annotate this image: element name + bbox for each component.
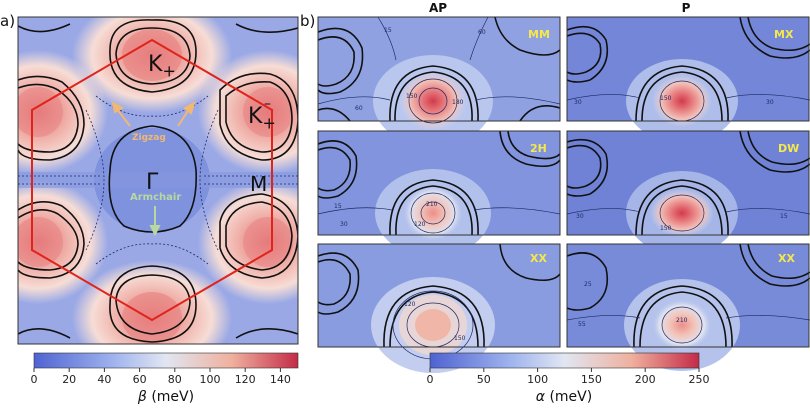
subplot-tag: DW bbox=[778, 142, 799, 155]
panel-a-label: a) bbox=[0, 12, 16, 30]
subplot-tag: MX bbox=[774, 28, 794, 41]
colorbar-tick-label: 200 bbox=[635, 373, 656, 386]
armchair-arrow bbox=[149, 206, 161, 237]
contour-label: 30 bbox=[340, 221, 348, 228]
subplot-xx-p: 25 55 210 XX bbox=[566, 243, 810, 371]
subplot-tag: XX bbox=[530, 252, 547, 265]
contour-label: 60 bbox=[478, 29, 486, 36]
colorbar-tick-label: 80 bbox=[168, 373, 182, 386]
contour-label: 120 bbox=[404, 301, 416, 308]
subplot-tag: 2H bbox=[530, 142, 547, 155]
subplot-mm: 60 15 60 150 180 MM bbox=[317, 16, 561, 147]
contour-label: 25 bbox=[584, 281, 592, 288]
k-plus-point: K+ bbox=[148, 52, 176, 81]
subplot-dw: 30 15 150 DW bbox=[566, 130, 810, 255]
colorbar-tick-label: 120 bbox=[235, 373, 256, 386]
colorbar-beta-title: β (meV) bbox=[137, 389, 194, 405]
colorbar-tick-label: 50 bbox=[477, 373, 491, 386]
panel-a-frame bbox=[17, 16, 299, 345]
colorbar-alpha: 0 50 100 150 200 250 α (meV) bbox=[427, 352, 710, 405]
colorbar-tick-label: 60 bbox=[133, 373, 147, 386]
column-title-p: P bbox=[681, 1, 691, 15]
colorbar-beta: 0 20 40 60 80 100 120 140 β (meV) bbox=[31, 352, 299, 405]
subplot-mx: 30 30 150 MX bbox=[566, 16, 810, 143]
contour-label: 150 bbox=[406, 93, 418, 100]
gamma-point: Γ bbox=[146, 170, 159, 195]
column-title-ap: AP bbox=[428, 1, 448, 15]
contour-label: 150 bbox=[660, 95, 672, 102]
contour-label: 180 bbox=[452, 99, 464, 106]
colorbar-tick-label: 0 bbox=[31, 373, 38, 386]
contour-label: 60 bbox=[355, 105, 363, 112]
colorbar-tick-label: 0 bbox=[427, 373, 434, 386]
colorbar-tick-label: 150 bbox=[581, 373, 602, 386]
contour-label: 30 bbox=[766, 99, 774, 106]
k-minus-point: K – + bbox=[248, 96, 276, 133]
colorbar-tick-label: 20 bbox=[62, 373, 76, 386]
contour-label: 55 bbox=[578, 321, 586, 328]
colorbar-tick-label: 100 bbox=[527, 373, 548, 386]
colorbar-alpha-ticks: 0 50 100 150 200 250 bbox=[427, 368, 710, 386]
subplot-tag: MM bbox=[528, 28, 550, 41]
contour-label: 15 bbox=[384, 27, 392, 34]
panel-a-map bbox=[18, 17, 298, 344]
contour-label: 150 bbox=[454, 335, 466, 342]
colorbar-tick-label: 40 bbox=[97, 373, 111, 386]
contour-label: 210 bbox=[676, 317, 688, 324]
contour-label: 30 bbox=[576, 213, 584, 220]
subplot-xx-ap: 120 150 XX bbox=[317, 243, 561, 373]
colorbar-tick-label: 250 bbox=[689, 373, 710, 386]
contour-label: 15 bbox=[780, 213, 788, 220]
colorbar-tick-label: 140 bbox=[270, 373, 291, 386]
zigzag-arrows bbox=[111, 100, 196, 127]
contour-label: 150 bbox=[660, 225, 672, 232]
armchair-label: Armchair bbox=[130, 192, 182, 203]
colorbar-alpha-title: α (meV) bbox=[536, 389, 592, 405]
panel-b-label: b) bbox=[300, 12, 316, 30]
contour-label: 30 bbox=[574, 99, 582, 106]
brillouin-zone-hexagon bbox=[31, 38, 273, 322]
subplot-2h: 15 30 210 120 2H bbox=[317, 130, 561, 257]
subplot-tag: XX bbox=[778, 252, 795, 265]
colorbar-tick-label: 100 bbox=[200, 373, 221, 386]
m-point: M bbox=[250, 172, 268, 196]
contour-label: 210 bbox=[426, 201, 438, 208]
contour-label: 15 bbox=[334, 203, 342, 210]
zigzag-label: Zigzag bbox=[132, 133, 166, 143]
contour-label: 120 bbox=[414, 221, 426, 228]
colorbar-beta-ticks: 0 20 40 60 80 100 120 140 bbox=[31, 368, 291, 386]
